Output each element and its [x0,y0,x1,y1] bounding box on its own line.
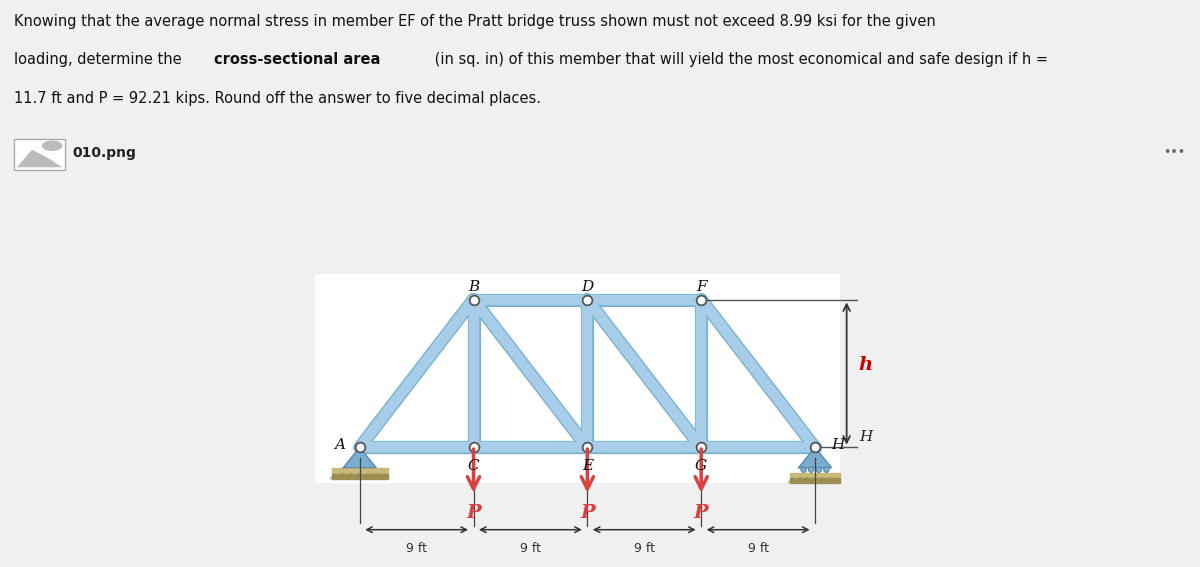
Text: loading, determine the: loading, determine the [14,52,187,67]
Polygon shape [798,447,832,468]
Text: B: B [468,280,479,294]
Circle shape [816,467,822,472]
Text: D: D [581,280,594,294]
Circle shape [823,467,829,472]
Polygon shape [790,473,840,478]
Text: P: P [580,504,595,522]
Circle shape [800,467,806,472]
Text: C: C [468,459,479,473]
Polygon shape [332,468,388,474]
Text: cross-sectional area: cross-sectional area [214,52,380,67]
Text: F: F [696,280,707,294]
Polygon shape [343,447,376,468]
Text: E: E [582,459,593,473]
Circle shape [809,467,814,472]
Text: 010.png: 010.png [72,146,136,160]
Text: 9 ft: 9 ft [634,543,655,555]
Text: H: H [859,430,872,445]
Text: (in sq. in) of this member that will yield the most economical and safe design i: (in sq. in) of this member that will yie… [430,52,1048,67]
Polygon shape [790,478,840,483]
FancyBboxPatch shape [14,139,65,170]
FancyBboxPatch shape [316,274,840,483]
Text: P: P [467,504,481,522]
Polygon shape [17,150,62,167]
Text: 9 ft: 9 ft [748,543,769,555]
Text: A: A [334,438,344,452]
Circle shape [43,141,62,150]
Polygon shape [332,474,388,479]
Text: Knowing that the average normal stress in member EF of the Pratt bridge truss sh: Knowing that the average normal stress i… [14,14,936,29]
Text: 9 ft: 9 ft [406,543,427,555]
Text: 11.7 ft and P = 92.21 kips. Round off the answer to five decimal places.: 11.7 ft and P = 92.21 kips. Round off th… [14,91,541,105]
Text: h: h [858,356,872,374]
Text: •••: ••• [1164,146,1186,159]
Text: 9 ft: 9 ft [520,543,541,555]
Text: G: G [695,459,707,473]
Text: P: P [694,504,708,522]
Text: H: H [832,438,845,452]
